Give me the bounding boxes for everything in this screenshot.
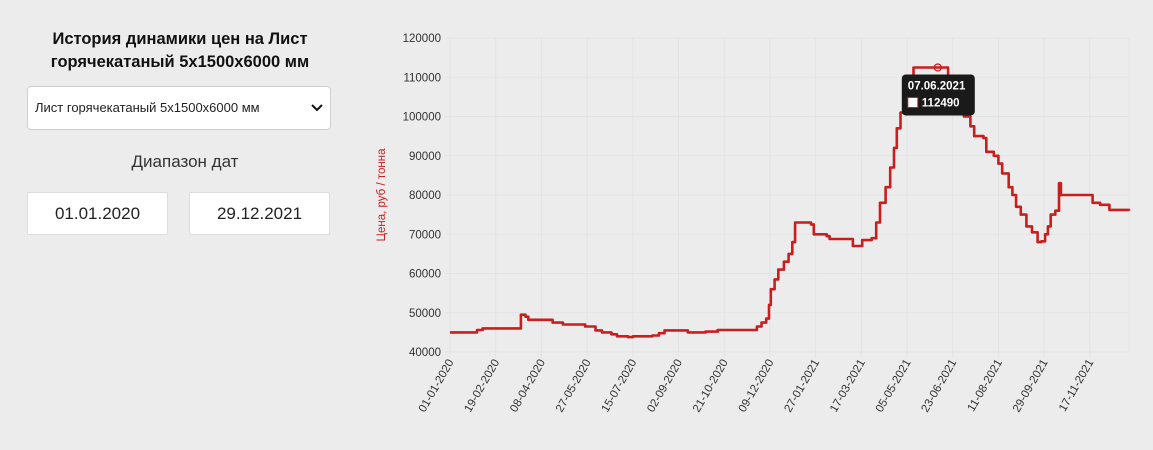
tooltip-date: 07.06.2021 [908,80,966,92]
page-title: История динамики цен на Лист горячекатан… [20,28,340,74]
date-from-input[interactable]: 01.01.2020 [27,192,168,235]
tooltip-value: 112490 [922,97,960,109]
x-tick-label: 21-10-2020 [691,358,731,415]
x-tick-label: 27-01-2021 [782,358,822,415]
x-tick-label: 15-07-2020 [600,358,640,415]
tooltip-marker [933,63,942,72]
price-chart-svg: Цена, руб / тонна 40000 50000 60000 70000 80… [376,33,1131,415]
tooltip-background [901,74,975,116]
x-tick-label: 08-04-2020 [508,358,548,415]
y-tick-label: 50000 [409,308,441,320]
price-chart: Цена, руб / тонна 40000 50000 60000 70000 80… [360,0,1153,445]
x-tick-label: 19-02-2020 [462,358,502,415]
page-title-line1: История динамики цен на Лист [52,30,308,48]
y-tick-label: 120000 [403,33,441,45]
date-to-input[interactable]: 29.12.2021 [189,192,330,235]
tooltip: 07.06.2021 112490 [901,63,975,116]
x-tick-label: 23-06-2021 [920,358,960,415]
y-tick-label: 40000 [409,347,441,359]
x-tick-label: 11-08-2021 [966,358,1005,414]
x-tick-label: 29-09-2021 [1011,358,1051,415]
x-tick-label: 17-11-2021 [1057,358,1096,414]
y-tick-label: 90000 [409,151,441,163]
x-tick-label: 27-05-2020 [554,358,594,415]
x-tick-label: 05-05-2021 [874,358,914,415]
y-tick-label: 100000 [403,112,441,124]
filter-panel: История динамики цен на Лист горячекатан… [0,0,360,445]
y-tick-label: 80000 [409,190,441,202]
y-tick-label: 60000 [409,269,441,281]
series-line [450,66,1131,339]
tooltip-swatch [907,96,919,108]
page-title-line2: горячекатаный 5х1500х6000 мм [50,53,310,71]
x-tick-label: 17-03-2021 [828,358,868,415]
y-tick-label: 110000 [403,72,441,84]
x-tick-label: 01-01-2020 [417,358,457,415]
chevron-down-icon [311,104,323,112]
y-tick-label: 70000 [409,229,441,241]
product-select[interactable]: Лист горячекатаный 5х1500х6000 мм [27,86,331,130]
x-tick-label: 02-09-2020 [645,358,685,415]
x-tick-label: 09-12-2020 [737,358,777,415]
y-axis-label: Цена, руб / тонна [376,148,388,242]
date-range-label: Диапазон дат [131,152,239,171]
product-select-value: Лист горячекатаный 5х1500х6000 мм [35,100,260,115]
